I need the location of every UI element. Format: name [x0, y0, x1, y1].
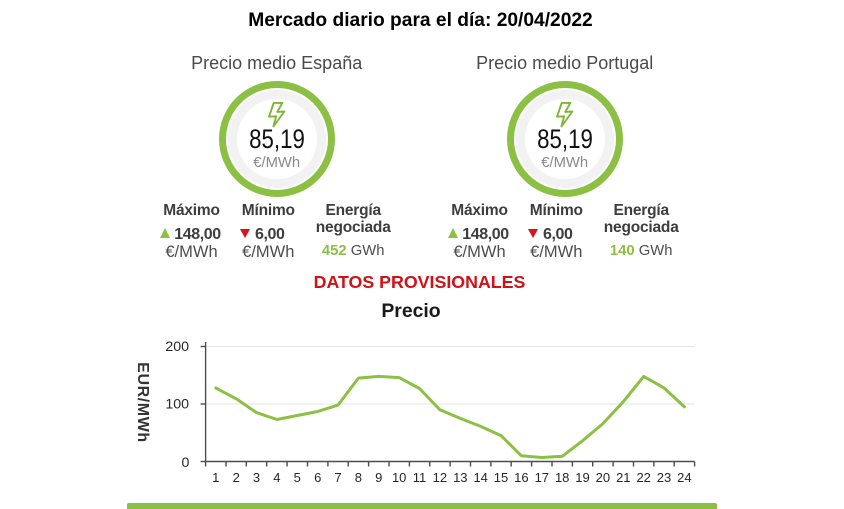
svg-text:15: 15: [494, 470, 508, 485]
svg-text:5: 5: [294, 470, 301, 485]
svg-text:1: 1: [212, 470, 219, 485]
svg-text:100: 100: [165, 397, 189, 413]
svg-text:0: 0: [182, 455, 190, 471]
svg-text:200: 200: [165, 339, 189, 355]
svg-text:3: 3: [253, 470, 260, 485]
svg-text:21: 21: [616, 470, 630, 485]
svg-text:8: 8: [355, 470, 362, 485]
svg-text:EUR/MWh: EUR/MWh: [134, 362, 151, 443]
svg-text:2: 2: [233, 470, 240, 485]
svg-text:7: 7: [334, 470, 341, 485]
svg-text:19: 19: [575, 470, 589, 485]
svg-text:22: 22: [636, 470, 650, 485]
svg-text:20: 20: [596, 470, 610, 485]
svg-text:18: 18: [555, 470, 569, 485]
svg-text:9: 9: [375, 470, 382, 485]
svg-text:23: 23: [657, 470, 671, 485]
svg-text:24: 24: [677, 470, 691, 485]
svg-text:12: 12: [433, 470, 447, 485]
svg-text:11: 11: [413, 470, 427, 485]
svg-text:13: 13: [453, 470, 467, 485]
svg-text:14: 14: [473, 470, 487, 485]
svg-text:6: 6: [314, 470, 321, 485]
svg-text:4: 4: [273, 470, 280, 485]
svg-text:10: 10: [392, 470, 406, 485]
svg-text:17: 17: [535, 470, 549, 485]
svg-text:16: 16: [514, 470, 528, 485]
